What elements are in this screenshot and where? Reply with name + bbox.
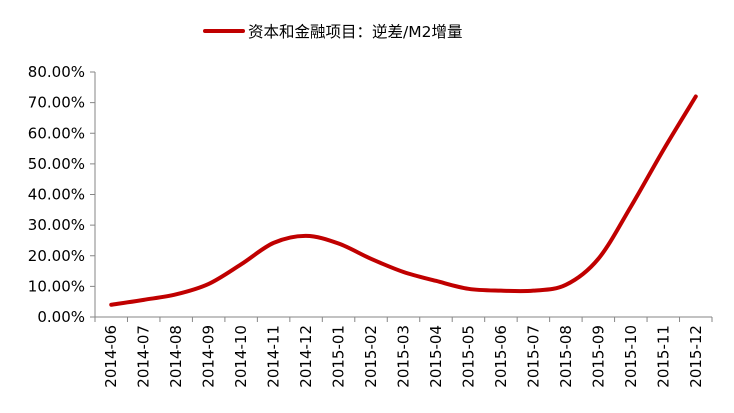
y-tick-label: 20.00%: [28, 247, 85, 265]
x-tick-label: 2014-07: [135, 325, 153, 388]
x-tick-label: 2015-11: [654, 325, 672, 388]
plot-area: [109, 94, 698, 307]
x-tick-label: 2015-03: [395, 325, 413, 388]
x-tick-label: 2015-10: [622, 325, 640, 388]
y-tick-label: 60.00%: [28, 124, 85, 142]
y-tick-label: 30.00%: [28, 216, 85, 234]
x-tick-label: 2015-04: [427, 325, 445, 388]
x-tick-label: 2015-01: [330, 325, 348, 388]
x-tick-label: 2014-10: [232, 325, 250, 388]
x-tick-label: 2015-12: [687, 325, 705, 388]
y-tick-label: 70.00%: [28, 94, 85, 112]
x-tick-label: 2015-08: [557, 325, 575, 388]
x-tick-label: 2014-08: [167, 325, 185, 388]
legend: 资本和金融项目：逆差/M2增量: [203, 23, 462, 41]
x-tick-label: 2015-06: [492, 325, 510, 388]
y-tick-label: 50.00%: [28, 155, 85, 173]
legend-label: 资本和金融项目：逆差/M2增量: [248, 23, 462, 41]
x-tick-label: 2015-05: [459, 325, 477, 388]
x-axis-ticks: 2014-06 2014-07 2014-08 2014-09 2014-10 2014-…: [94, 317, 713, 388]
axes: [94, 72, 712, 318]
x-tick-label: 2015-02: [362, 325, 380, 388]
x-tick-label: 2014-06: [102, 325, 120, 388]
x-tick-label: 2014-11: [265, 325, 283, 388]
y-tick-label: 0.00%: [37, 308, 85, 326]
x-tick-label: 2015-07: [524, 325, 542, 388]
series-line: [109, 94, 698, 307]
y-tick-label: 40.00%: [28, 186, 85, 204]
y-tick-label: 80.00%: [28, 63, 85, 81]
x-tick-label: 2014-12: [297, 325, 315, 388]
x-tick-label: 2014-09: [200, 325, 218, 388]
y-axis-ticks: 0.00% 10.00% 20.00% 30.00% 40.00% 50.00% 60.00…: [28, 63, 95, 326]
x-tick-label: 2015-09: [589, 325, 607, 388]
y-tick-label: 10.00%: [28, 277, 85, 295]
